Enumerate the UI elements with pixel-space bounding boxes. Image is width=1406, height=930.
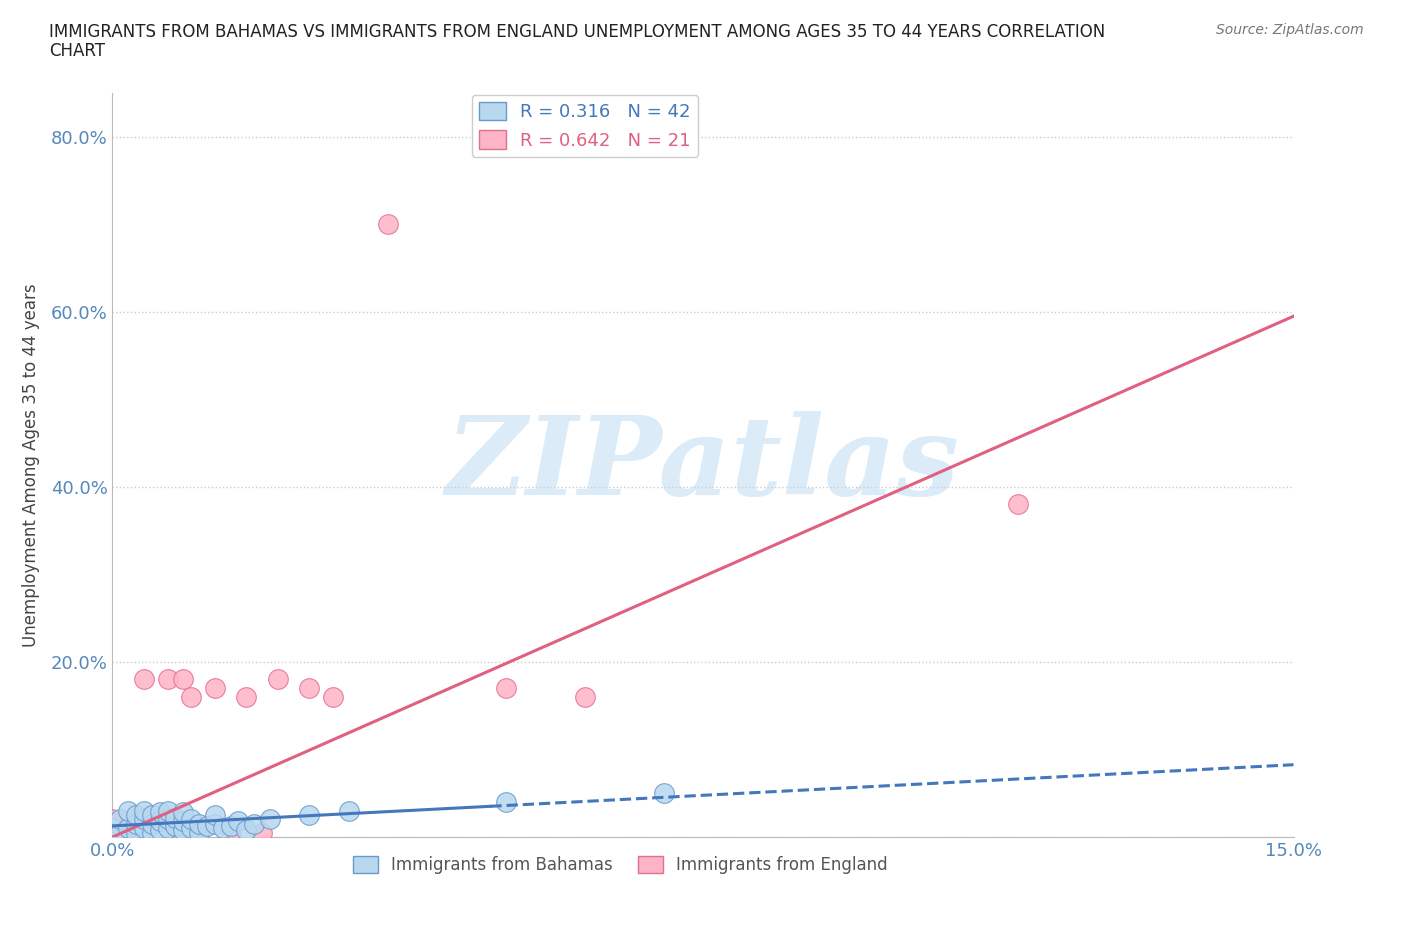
Point	[117, 821, 139, 836]
Point	[125, 807, 148, 822]
Text: CHART: CHART	[49, 42, 105, 60]
Point	[1007, 497, 1029, 512]
Point	[141, 825, 163, 840]
Point	[219, 819, 242, 834]
Point	[156, 672, 179, 687]
Point	[211, 821, 233, 836]
Point	[204, 681, 226, 696]
Point	[235, 822, 257, 837]
Point	[141, 807, 163, 822]
Point	[172, 672, 194, 687]
Point	[117, 821, 139, 836]
Legend: Immigrants from Bahamas, Immigrants from England: Immigrants from Bahamas, Immigrants from…	[346, 849, 894, 881]
Point	[132, 804, 155, 818]
Point	[180, 812, 202, 827]
Point	[188, 817, 211, 831]
Point	[195, 819, 218, 834]
Point	[180, 821, 202, 836]
Point	[219, 825, 242, 840]
Point	[165, 819, 187, 834]
Point	[156, 821, 179, 836]
Point	[149, 814, 172, 829]
Point	[574, 689, 596, 704]
Point	[259, 812, 281, 827]
Point	[132, 672, 155, 687]
Point	[228, 814, 250, 829]
Point	[337, 804, 360, 818]
Point	[267, 672, 290, 687]
Point	[298, 807, 321, 822]
Point	[125, 825, 148, 840]
Point	[652, 786, 675, 801]
Point	[132, 812, 155, 827]
Point	[141, 817, 163, 831]
Point	[110, 825, 132, 840]
Text: IMMIGRANTS FROM BAHAMAS VS IMMIGRANTS FROM ENGLAND UNEMPLOYMENT AMONG AGES 35 TO: IMMIGRANTS FROM BAHAMAS VS IMMIGRANTS FR…	[49, 23, 1105, 41]
Point	[204, 807, 226, 822]
Point	[125, 817, 148, 831]
Point	[101, 821, 124, 836]
Point	[188, 825, 211, 840]
Point	[243, 817, 266, 831]
Point	[172, 822, 194, 837]
Point	[172, 814, 194, 829]
Point	[188, 825, 211, 840]
Point	[495, 681, 517, 696]
Point	[250, 825, 273, 840]
Point	[110, 812, 132, 827]
Point	[156, 812, 179, 827]
Point	[149, 822, 172, 837]
Point	[141, 817, 163, 831]
Point	[149, 805, 172, 820]
Point	[204, 817, 226, 831]
Point	[298, 681, 321, 696]
Point	[132, 821, 155, 836]
Point	[235, 689, 257, 704]
Text: Source: ZipAtlas.com: Source: ZipAtlas.com	[1216, 23, 1364, 37]
Y-axis label: Unemployment Among Ages 35 to 44 years: Unemployment Among Ages 35 to 44 years	[21, 284, 39, 646]
Point	[180, 689, 202, 704]
Point	[165, 810, 187, 825]
Point	[125, 825, 148, 840]
Point	[322, 689, 344, 704]
Text: ZIPatlas: ZIPatlas	[446, 411, 960, 519]
Point	[172, 805, 194, 820]
Point	[101, 812, 124, 827]
Point	[495, 794, 517, 809]
Point	[165, 825, 187, 840]
Point	[117, 804, 139, 818]
Point	[377, 217, 399, 232]
Point	[156, 804, 179, 818]
